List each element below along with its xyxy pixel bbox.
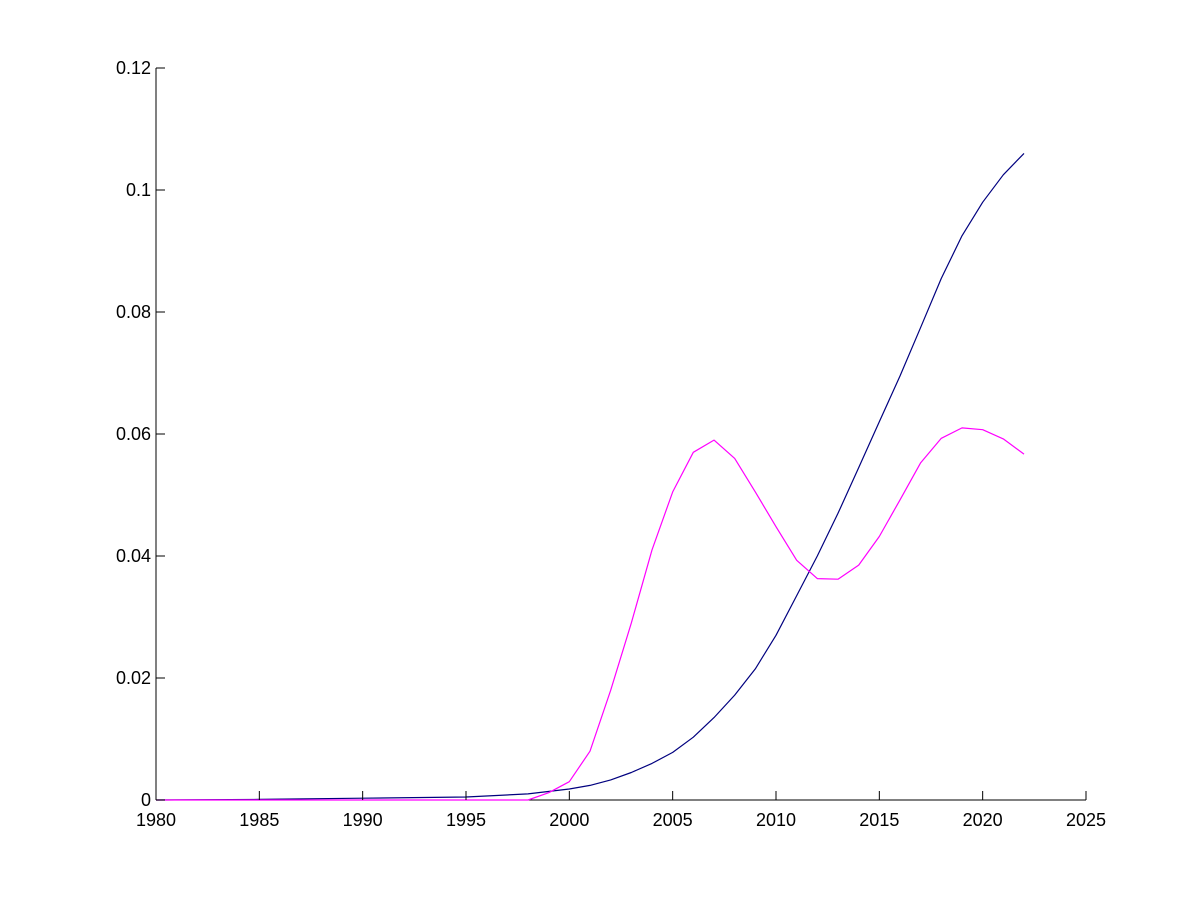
- y-tick-label: 0.04: [116, 546, 151, 566]
- plot-area: [155, 152, 1025, 801]
- series-line-2: [156, 427, 1025, 801]
- x-tick-label: 2000: [549, 810, 589, 830]
- x-tick-label: 1995: [446, 810, 486, 830]
- x-tick-label: 2005: [653, 810, 693, 830]
- y-tick-label: 0.08: [116, 302, 151, 322]
- y-tick-label: 0.02: [116, 668, 151, 688]
- x-axis-ticks: 1980 1985 1990 1995 2000 2005 2010 2015 2020 2025: [136, 791, 1106, 830]
- x-tick-label: 2010: [756, 810, 796, 830]
- y-tick-label: 0.1: [126, 180, 151, 200]
- series-line-1: [155, 152, 1025, 801]
- x-tick-label: 2015: [859, 810, 899, 830]
- y-tick-label: 0.12: [116, 58, 151, 78]
- axes: [155, 68, 1086, 801]
- y-axis-ticks: 0 0.02 0.04 0.06 0.08 0.1 0.12: [116, 58, 165, 810]
- x-tick-label: 2020: [963, 810, 1003, 830]
- x-tick-label: 1980: [136, 810, 176, 830]
- x-tick-label: 1990: [343, 810, 383, 830]
- y-tick-label: 0: [141, 790, 151, 810]
- x-tick-label: 2025: [1066, 810, 1106, 830]
- x-tick-label: 1985: [239, 810, 279, 830]
- y-tick-label: 0.06: [116, 424, 151, 444]
